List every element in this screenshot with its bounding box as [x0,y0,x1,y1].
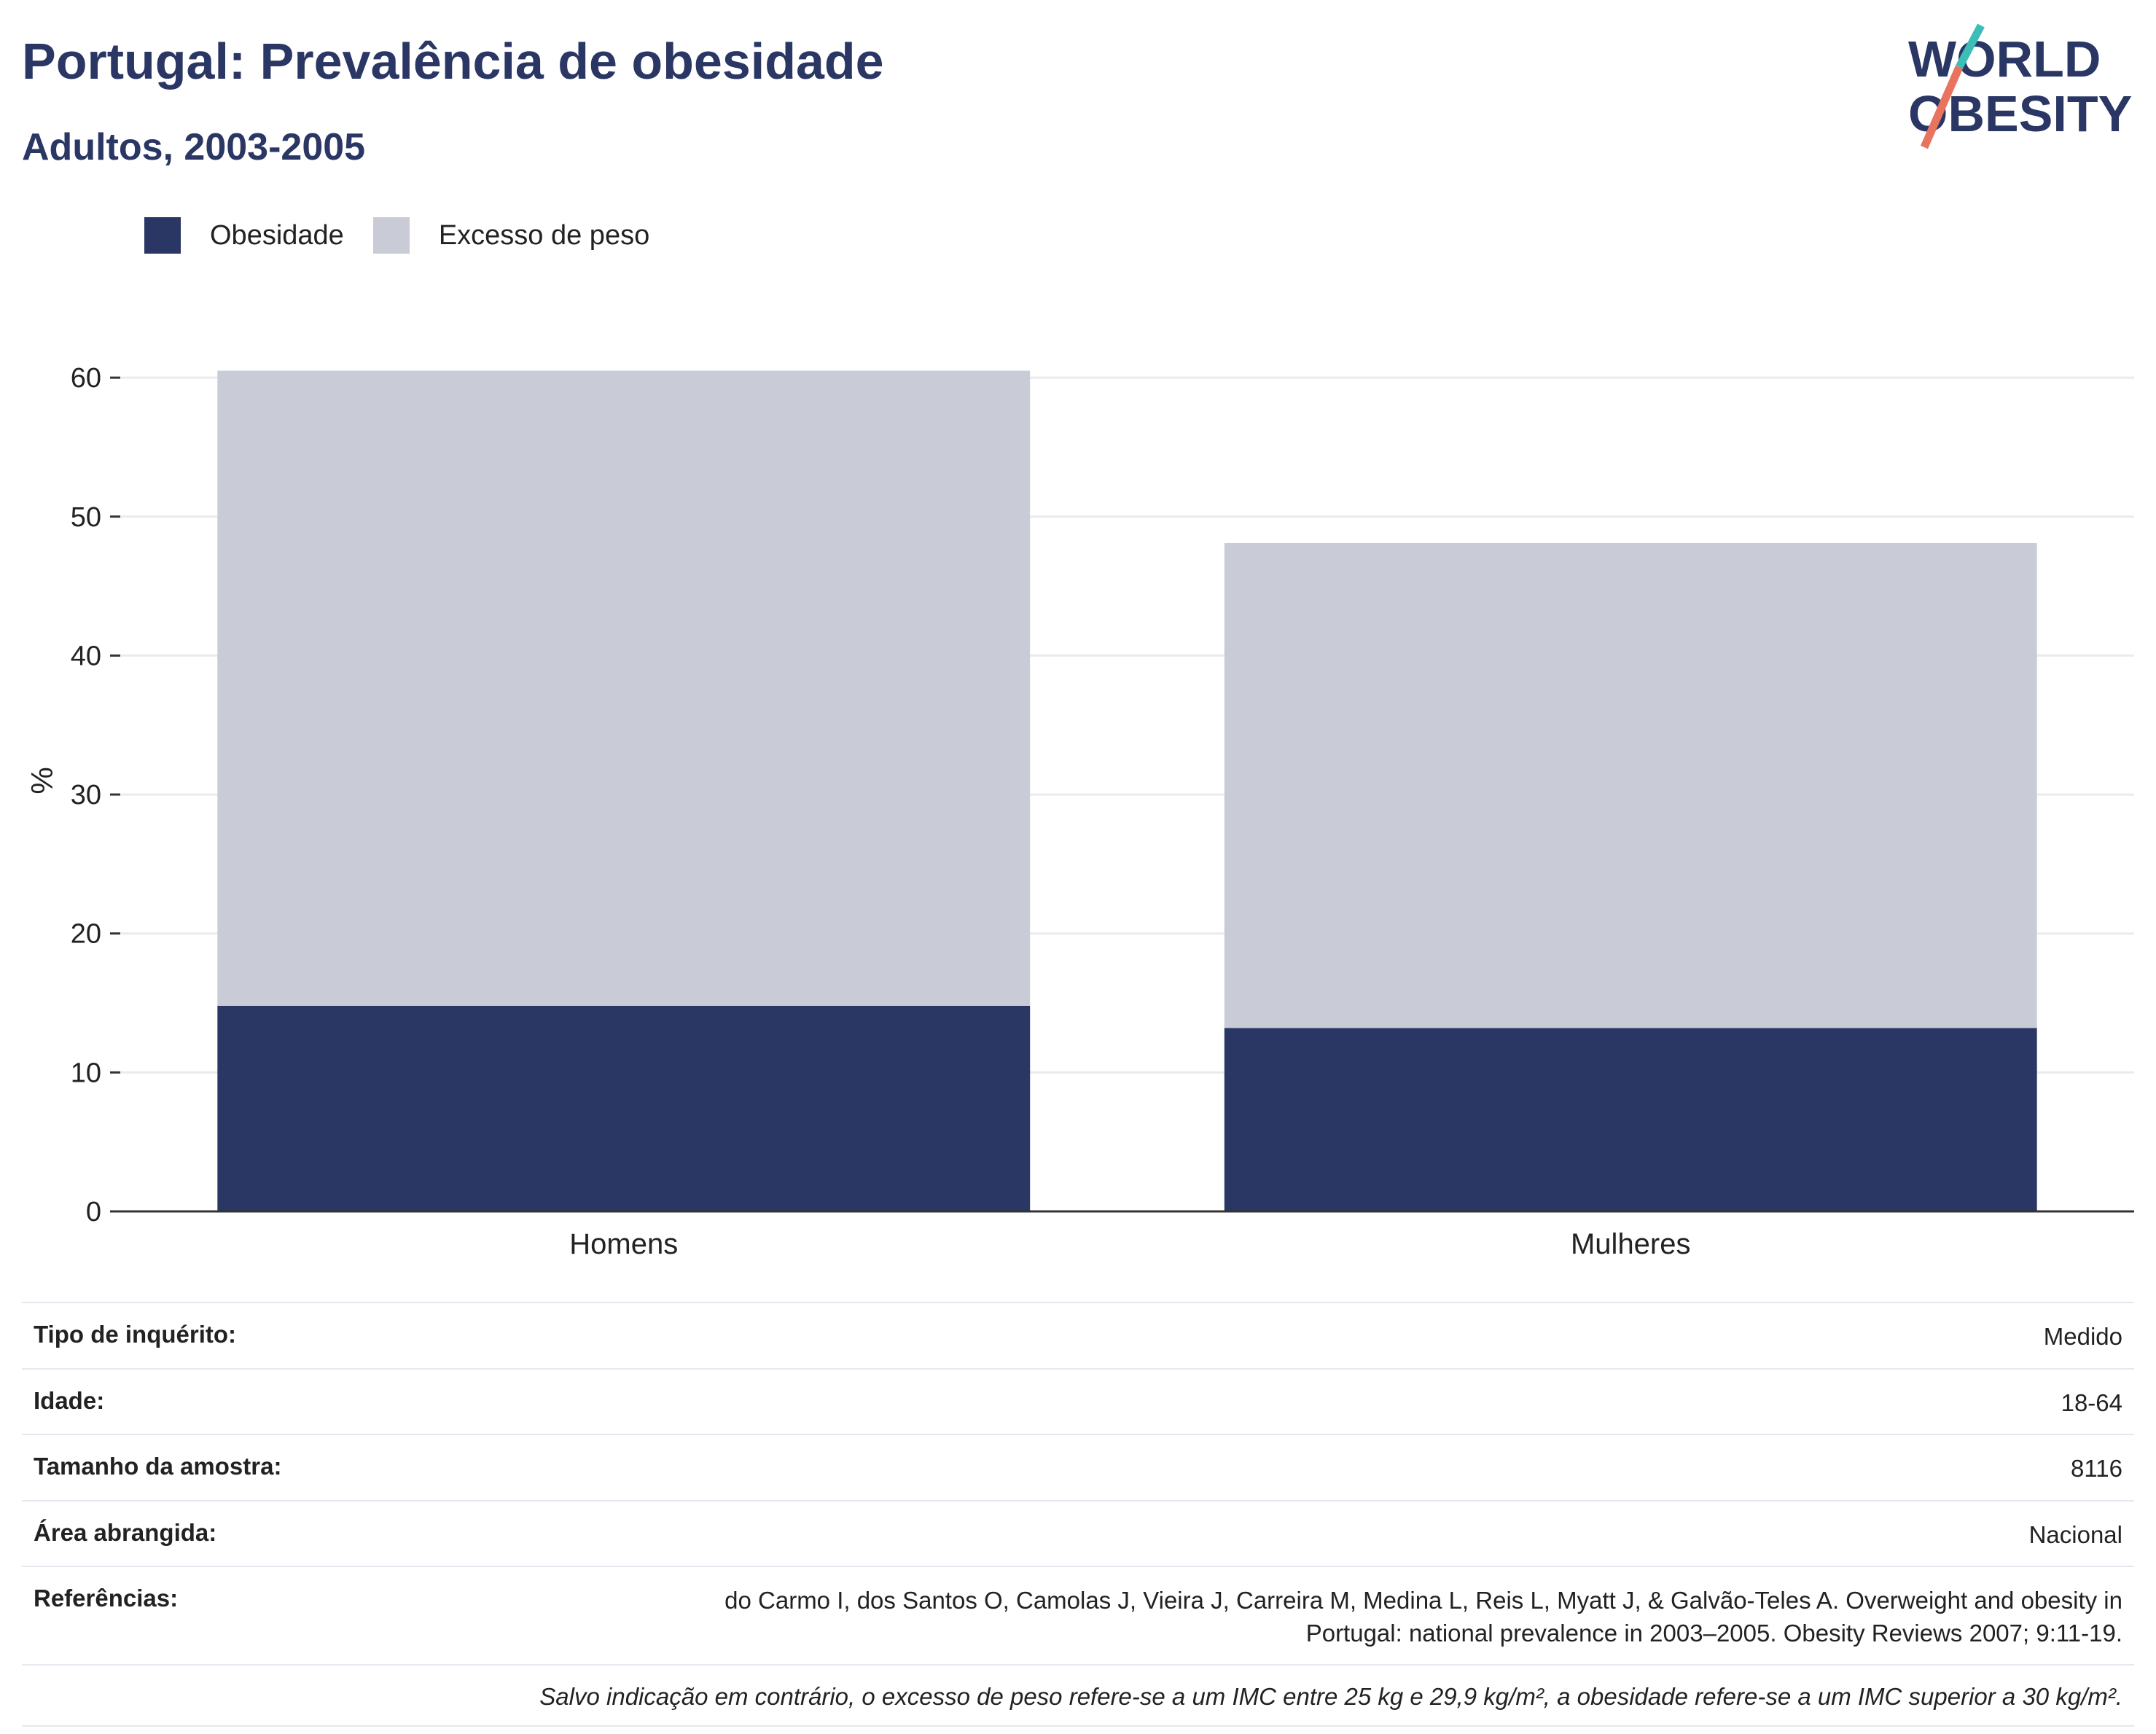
meta-value-survey-type: Medido [2043,1323,2122,1350]
bar-obesidade-mulheres [1224,1028,2037,1211]
y-tick-label: 40 [71,641,101,671]
meta-label-references: Referências: [34,1585,179,1612]
meta-label-survey-type: Tipo de inquérito: [34,1321,237,1348]
legend-label-overweight: Excesso de peso [438,219,650,251]
logo-line1: WORLD [1908,31,2101,87]
meta-label-sample-size: Tamanho da amostra: [34,1453,282,1480]
meta-row-sample-size: Tamanho da amostra: 8116 [22,1434,2134,1500]
x-tick-label: Homens [569,1228,678,1260]
legend-label-obesity: Obesidade [210,219,344,251]
meta-row-area: Área abrangida: Nacional [22,1499,2134,1566]
y-tick-label: 30 [71,780,101,811]
chart-legend: Obesidade Excesso de peso [144,217,679,254]
meta-row-age: Idade: 18-64 [22,1367,2134,1434]
axes: 0 10 20 30 40 50 60 Homens Mulheres% [25,363,2134,1260]
reference-line-1: do Carmo I, dos Santos O, Camolas J, Vie… [724,1587,2122,1614]
page-subtitle: Adultos, 2003-2005 [22,126,366,168]
y-axis-label: % [25,767,59,794]
legend-swatch-obesity [144,217,181,254]
meta-value-sample-size: 8116 [2071,1455,2122,1483]
x-tick-label: Mulheres [1571,1228,1691,1260]
y-tick-label: 50 [71,502,101,533]
y-tick-label: 20 [71,919,101,950]
meta-row-references: Referências: do Carmo I, dos Santos O, C… [22,1566,2134,1664]
meta-value-age: 18-64 [2061,1389,2122,1416]
meta-value-references: do Carmo I, dos Santos O, Camolas J, Vie… [724,1585,2122,1649]
bars [217,370,2037,1211]
legend-swatch-overweight [372,217,410,254]
bar-obesidade-homens [217,1005,1031,1211]
meta-label-area: Área abrangida: [34,1518,217,1546]
y-tick-label: 0 [86,1197,101,1227]
y-tick-label: 10 [71,1058,101,1088]
page-title: Portugal: Prevalência de obesidade [22,33,884,90]
logo-slash-coral [1920,65,1964,149]
meta-row-note: Salvo indicação em contrário, o excesso … [22,1664,2134,1727]
meta-label-age: Idade: [34,1386,105,1414]
world-obesity-logo: WORLD OBESITY [1908,23,2132,149]
logo-slash-teal [1956,23,1985,69]
bar-excesso-de-peso-mulheres [1224,542,2037,1028]
bar-excesso-de-peso-homens [217,370,1031,1006]
survey-metadata: Tipo de inquérito: Medido Idade: 18-64 T… [22,1302,2134,1727]
legend-item-overweight: Excesso de peso [372,217,650,254]
reference-line-2: Portugal: national prevalence in 2003–20… [1305,1619,2122,1647]
meta-row-survey-type: Tipo de inquérito: Medido [22,1302,2134,1368]
legend-item-obesity: Obesidade [144,217,344,254]
bar-chart: 0 10 20 30 40 50 60 Homens Mulheres% [25,363,2134,1260]
y-tick-label: 60 [71,363,101,394]
definition-note: Salvo indicação em contrário, o excesso … [539,1683,2122,1711]
meta-value-area: Nacional [2028,1520,2122,1548]
